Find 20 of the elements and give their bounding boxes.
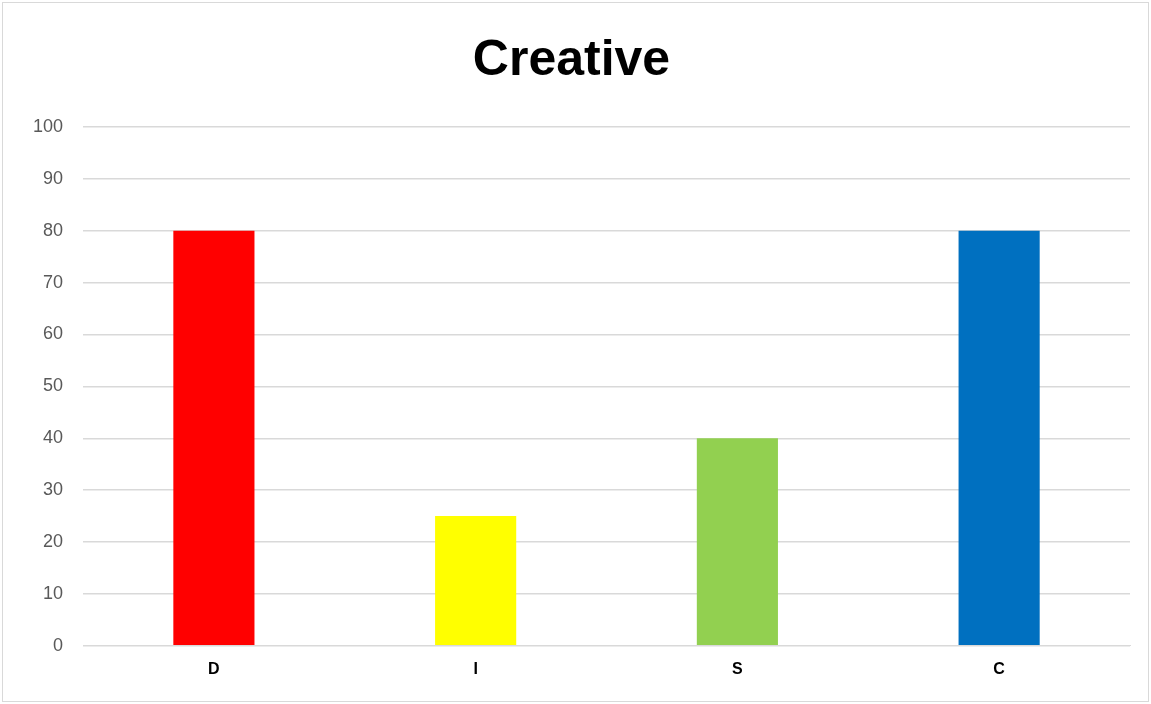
x-tick-label: I bbox=[473, 659, 478, 677]
y-tick-label: 0 bbox=[53, 634, 64, 655]
y-tick-label: 70 bbox=[43, 271, 64, 292]
chart-title: Creative bbox=[472, 29, 671, 86]
bar bbox=[958, 230, 1040, 646]
y-tick-label: 10 bbox=[43, 582, 64, 603]
x-tick-label: D bbox=[208, 659, 220, 677]
bar bbox=[696, 438, 778, 646]
y-tick-label: 80 bbox=[43, 219, 64, 240]
y-tick-label: 40 bbox=[43, 427, 64, 448]
y-tick-label: 60 bbox=[43, 323, 64, 344]
y-tick-label: 30 bbox=[43, 479, 64, 500]
x-tick-label: C bbox=[993, 659, 1006, 677]
x-tick-label: S bbox=[732, 659, 744, 677]
bar bbox=[435, 516, 517, 646]
y-tick-label: 50 bbox=[43, 375, 64, 396]
bar bbox=[173, 230, 255, 646]
y-tick-label: 90 bbox=[43, 167, 64, 188]
y-tick-label: 100 bbox=[32, 115, 64, 136]
y-tick-label: 20 bbox=[43, 531, 64, 552]
